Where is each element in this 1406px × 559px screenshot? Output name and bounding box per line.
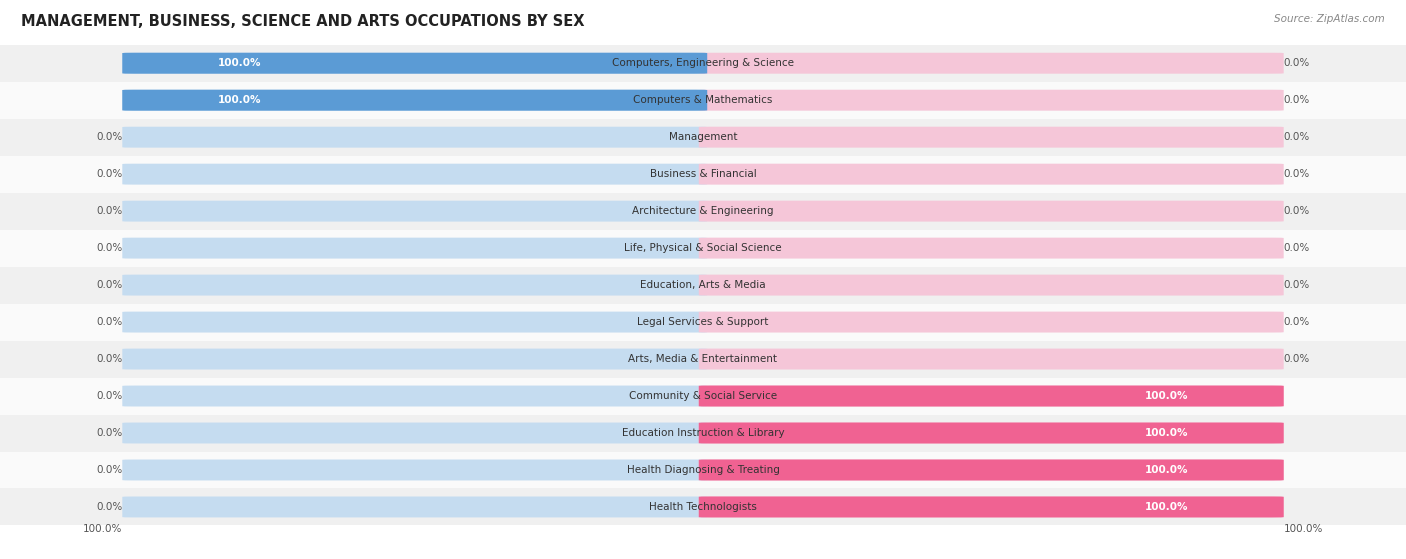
FancyBboxPatch shape <box>699 423 1284 443</box>
Bar <box>0 340 1406 377</box>
FancyBboxPatch shape <box>699 496 1284 518</box>
Text: 0.0%: 0.0% <box>96 354 122 364</box>
Text: 0.0%: 0.0% <box>96 502 122 512</box>
Text: Architecture & Engineering: Architecture & Engineering <box>633 206 773 216</box>
Text: 0.0%: 0.0% <box>96 243 122 253</box>
FancyBboxPatch shape <box>699 201 1284 221</box>
FancyBboxPatch shape <box>122 311 707 333</box>
Text: 0.0%: 0.0% <box>96 428 122 438</box>
Bar <box>0 82 1406 119</box>
Text: 0.0%: 0.0% <box>1284 280 1310 290</box>
Text: 100.0%: 100.0% <box>1144 428 1188 438</box>
FancyBboxPatch shape <box>699 274 1284 296</box>
FancyBboxPatch shape <box>122 349 707 369</box>
Text: 100.0%: 100.0% <box>1144 391 1188 401</box>
Text: 0.0%: 0.0% <box>96 206 122 216</box>
Text: 0.0%: 0.0% <box>96 169 122 179</box>
FancyBboxPatch shape <box>699 386 1284 406</box>
Text: 0.0%: 0.0% <box>1284 95 1310 105</box>
Text: Life, Physical & Social Science: Life, Physical & Social Science <box>624 243 782 253</box>
Text: 0.0%: 0.0% <box>1284 354 1310 364</box>
Text: 0.0%: 0.0% <box>96 391 122 401</box>
Bar <box>0 45 1406 82</box>
FancyBboxPatch shape <box>699 90 1284 111</box>
Text: 0.0%: 0.0% <box>96 132 122 142</box>
Bar <box>0 155 1406 193</box>
FancyBboxPatch shape <box>122 201 707 221</box>
FancyBboxPatch shape <box>122 459 707 480</box>
FancyBboxPatch shape <box>122 90 707 111</box>
Text: 100.0%: 100.0% <box>1144 502 1188 512</box>
FancyBboxPatch shape <box>122 423 707 443</box>
Text: Community & Social Service: Community & Social Service <box>628 391 778 401</box>
Text: Health Technologists: Health Technologists <box>650 502 756 512</box>
Text: Computers & Mathematics: Computers & Mathematics <box>633 95 773 105</box>
Text: MANAGEMENT, BUSINESS, SCIENCE AND ARTS OCCUPATIONS BY SEX: MANAGEMENT, BUSINESS, SCIENCE AND ARTS O… <box>21 14 585 29</box>
Text: Education Instruction & Library: Education Instruction & Library <box>621 428 785 438</box>
FancyBboxPatch shape <box>699 53 1284 74</box>
Bar <box>0 193 1406 230</box>
FancyBboxPatch shape <box>122 274 707 296</box>
Bar <box>0 377 1406 415</box>
Text: Management: Management <box>669 132 737 142</box>
FancyBboxPatch shape <box>122 53 707 74</box>
FancyBboxPatch shape <box>122 53 707 74</box>
FancyBboxPatch shape <box>699 459 1284 480</box>
Text: Business & Financial: Business & Financial <box>650 169 756 179</box>
Text: 100.0%: 100.0% <box>1144 465 1188 475</box>
Bar <box>0 489 1406 525</box>
FancyBboxPatch shape <box>122 127 707 148</box>
Text: 100.0%: 100.0% <box>1284 524 1323 534</box>
FancyBboxPatch shape <box>122 164 707 184</box>
Bar <box>0 415 1406 452</box>
Bar <box>0 230 1406 267</box>
FancyBboxPatch shape <box>122 496 707 518</box>
FancyBboxPatch shape <box>699 459 1284 480</box>
Text: Education, Arts & Media: Education, Arts & Media <box>640 280 766 290</box>
Text: 100.0%: 100.0% <box>83 524 122 534</box>
Text: Health Diagnosing & Treating: Health Diagnosing & Treating <box>627 465 779 475</box>
Text: 0.0%: 0.0% <box>1284 317 1310 327</box>
Text: Source: ZipAtlas.com: Source: ZipAtlas.com <box>1274 14 1385 24</box>
Bar <box>0 267 1406 304</box>
FancyBboxPatch shape <box>699 423 1284 443</box>
Text: 0.0%: 0.0% <box>1284 169 1310 179</box>
Text: 0.0%: 0.0% <box>96 317 122 327</box>
FancyBboxPatch shape <box>699 311 1284 333</box>
Bar <box>0 452 1406 489</box>
FancyBboxPatch shape <box>699 164 1284 184</box>
FancyBboxPatch shape <box>122 238 707 259</box>
Text: 0.0%: 0.0% <box>96 280 122 290</box>
Text: 0.0%: 0.0% <box>1284 132 1310 142</box>
FancyBboxPatch shape <box>122 386 707 406</box>
FancyBboxPatch shape <box>699 496 1284 518</box>
Bar <box>0 119 1406 155</box>
FancyBboxPatch shape <box>699 349 1284 369</box>
Text: Legal Services & Support: Legal Services & Support <box>637 317 769 327</box>
FancyBboxPatch shape <box>699 127 1284 148</box>
FancyBboxPatch shape <box>122 90 707 111</box>
Text: 0.0%: 0.0% <box>96 465 122 475</box>
Text: Arts, Media & Entertainment: Arts, Media & Entertainment <box>628 354 778 364</box>
Bar <box>0 304 1406 340</box>
Text: 100.0%: 100.0% <box>218 95 262 105</box>
Text: 100.0%: 100.0% <box>218 58 262 68</box>
Text: 0.0%: 0.0% <box>1284 206 1310 216</box>
FancyBboxPatch shape <box>699 386 1284 406</box>
Text: 0.0%: 0.0% <box>1284 243 1310 253</box>
Text: Computers, Engineering & Science: Computers, Engineering & Science <box>612 58 794 68</box>
FancyBboxPatch shape <box>699 238 1284 259</box>
Text: 0.0%: 0.0% <box>1284 58 1310 68</box>
